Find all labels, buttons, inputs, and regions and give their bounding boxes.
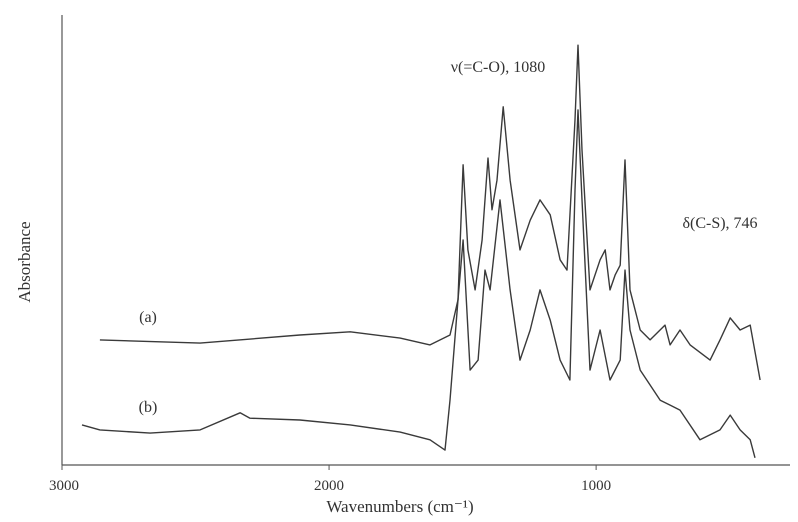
y-axis-title: Absorbance bbox=[15, 221, 34, 302]
x-tick-label: 1000 bbox=[581, 478, 611, 494]
spectrum-line bbox=[81, 109, 756, 458]
x-tick-label: 3000 bbox=[49, 478, 79, 494]
series-label: (b) bbox=[139, 399, 158, 416]
annotation: δ(C-S), 746 bbox=[682, 215, 757, 232]
annotation: ν(=C-O), 1080 bbox=[451, 59, 545, 76]
spectrum-line bbox=[99, 44, 761, 381]
x-axis-title: Wavenumbers (cm⁻¹) bbox=[326, 497, 473, 516]
x-tick-label: 2000 bbox=[314, 478, 344, 494]
series-label: (a) bbox=[139, 309, 157, 326]
